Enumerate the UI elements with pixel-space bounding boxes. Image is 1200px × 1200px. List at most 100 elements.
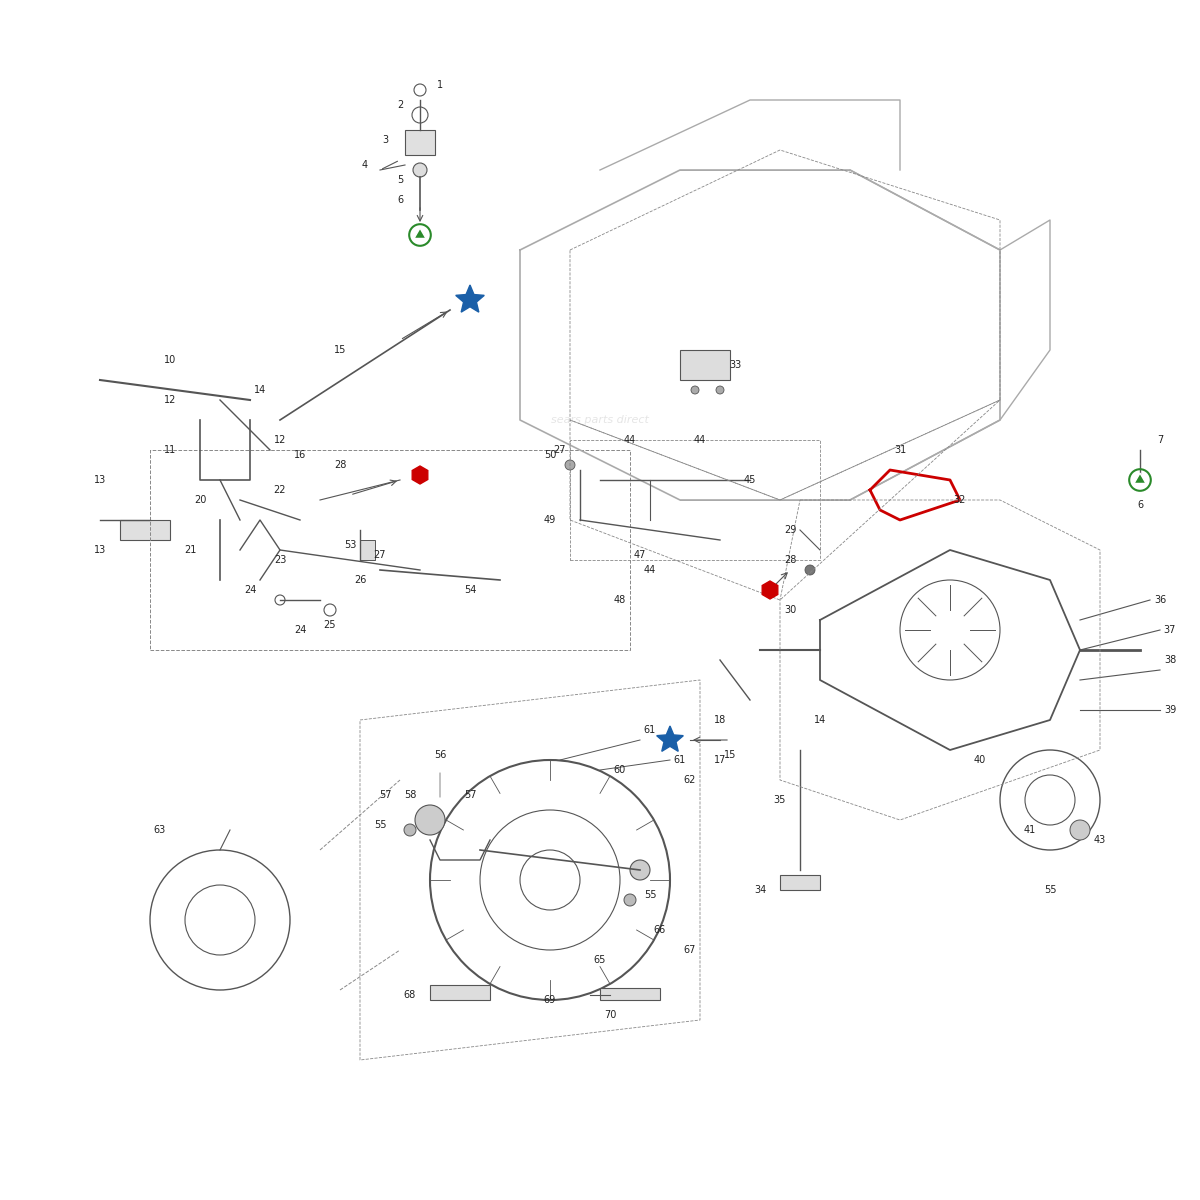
Text: 15: 15 <box>724 750 736 760</box>
Circle shape <box>565 460 575 470</box>
Text: 22: 22 <box>274 485 287 494</box>
Circle shape <box>805 565 815 575</box>
Text: 30: 30 <box>784 605 796 614</box>
Text: 16: 16 <box>294 450 306 460</box>
Text: 32: 32 <box>954 494 966 505</box>
Text: 37: 37 <box>1164 625 1176 635</box>
Text: 39: 39 <box>1164 704 1176 715</box>
Text: 20: 20 <box>194 494 206 505</box>
Polygon shape <box>1134 473 1146 484</box>
Text: 2: 2 <box>397 100 403 110</box>
Text: 44: 44 <box>624 434 636 445</box>
Polygon shape <box>656 726 683 751</box>
Text: 50: 50 <box>544 450 556 460</box>
Text: 35: 35 <box>774 794 786 805</box>
Text: 62: 62 <box>684 775 696 785</box>
Text: 1: 1 <box>437 80 443 90</box>
Text: sears parts direct: sears parts direct <box>551 415 649 425</box>
Text: 63: 63 <box>154 826 166 835</box>
Text: 49: 49 <box>544 515 556 526</box>
Circle shape <box>412 107 428 122</box>
Text: 15: 15 <box>334 346 346 355</box>
Text: 17: 17 <box>714 755 726 766</box>
Circle shape <box>1070 820 1090 840</box>
Text: 7: 7 <box>1157 434 1163 445</box>
Bar <box>600 988 660 1000</box>
Text: 24: 24 <box>294 625 306 635</box>
Bar <box>150 450 630 650</box>
Text: 55: 55 <box>1044 886 1056 895</box>
Bar <box>570 440 820 560</box>
Text: 3: 3 <box>382 134 388 145</box>
Text: 57: 57 <box>463 790 476 800</box>
Circle shape <box>275 595 286 605</box>
Text: 21: 21 <box>184 545 196 554</box>
Text: 40: 40 <box>974 755 986 766</box>
Text: 26: 26 <box>354 575 366 584</box>
Circle shape <box>691 386 698 394</box>
Text: 53: 53 <box>344 540 356 550</box>
Text: 25: 25 <box>324 620 336 630</box>
Text: 47: 47 <box>634 550 646 560</box>
Text: 66: 66 <box>654 925 666 935</box>
Text: 70: 70 <box>604 1010 616 1020</box>
Text: 56: 56 <box>434 750 446 760</box>
Text: 12: 12 <box>164 395 176 404</box>
Circle shape <box>324 604 336 616</box>
Text: 28: 28 <box>784 554 796 565</box>
Text: 6: 6 <box>1136 500 1144 510</box>
Text: 23: 23 <box>274 554 286 565</box>
Bar <box>780 875 820 890</box>
Text: 33: 33 <box>728 360 742 370</box>
Text: 45: 45 <box>744 475 756 485</box>
Text: 13: 13 <box>94 545 106 554</box>
Text: 54: 54 <box>464 584 476 595</box>
Text: 10: 10 <box>164 355 176 365</box>
Circle shape <box>415 805 445 835</box>
Text: 28: 28 <box>334 460 346 470</box>
Polygon shape <box>762 581 778 599</box>
Text: 48: 48 <box>614 595 626 605</box>
Text: 36: 36 <box>1154 595 1166 605</box>
Circle shape <box>630 860 650 880</box>
Circle shape <box>716 386 724 394</box>
Circle shape <box>413 163 427 176</box>
Bar <box>406 130 436 155</box>
Text: 27: 27 <box>553 445 566 455</box>
Text: 14: 14 <box>254 385 266 395</box>
Circle shape <box>404 824 416 836</box>
Polygon shape <box>456 284 485 312</box>
Text: 69: 69 <box>544 995 556 1006</box>
Text: 65: 65 <box>594 955 606 965</box>
Circle shape <box>624 894 636 906</box>
Bar <box>680 350 730 380</box>
Text: 31: 31 <box>894 445 906 455</box>
Text: 4: 4 <box>362 160 368 170</box>
Text: 29: 29 <box>784 526 796 535</box>
Circle shape <box>414 84 426 96</box>
Text: 61: 61 <box>644 725 656 734</box>
Text: 12: 12 <box>274 434 286 445</box>
Text: 14: 14 <box>814 715 826 725</box>
Text: 55: 55 <box>373 820 386 830</box>
Text: 38: 38 <box>1164 655 1176 665</box>
Polygon shape <box>413 466 427 484</box>
Polygon shape <box>414 228 426 239</box>
Text: 41: 41 <box>1024 826 1036 835</box>
Text: 5: 5 <box>397 175 403 185</box>
Bar <box>360 540 374 560</box>
Bar <box>430 985 490 1000</box>
Text: 57: 57 <box>379 790 391 800</box>
Text: 58: 58 <box>404 790 416 800</box>
Text: 43: 43 <box>1094 835 1106 845</box>
Text: 60: 60 <box>614 766 626 775</box>
Text: 34: 34 <box>754 886 766 895</box>
Text: 61: 61 <box>674 755 686 766</box>
Bar <box>120 520 170 540</box>
Text: 67: 67 <box>684 946 696 955</box>
Text: 44: 44 <box>644 565 656 575</box>
Text: 55: 55 <box>643 890 656 900</box>
Text: 6: 6 <box>397 194 403 205</box>
Text: 24: 24 <box>244 584 256 595</box>
Text: 44: 44 <box>694 434 706 445</box>
